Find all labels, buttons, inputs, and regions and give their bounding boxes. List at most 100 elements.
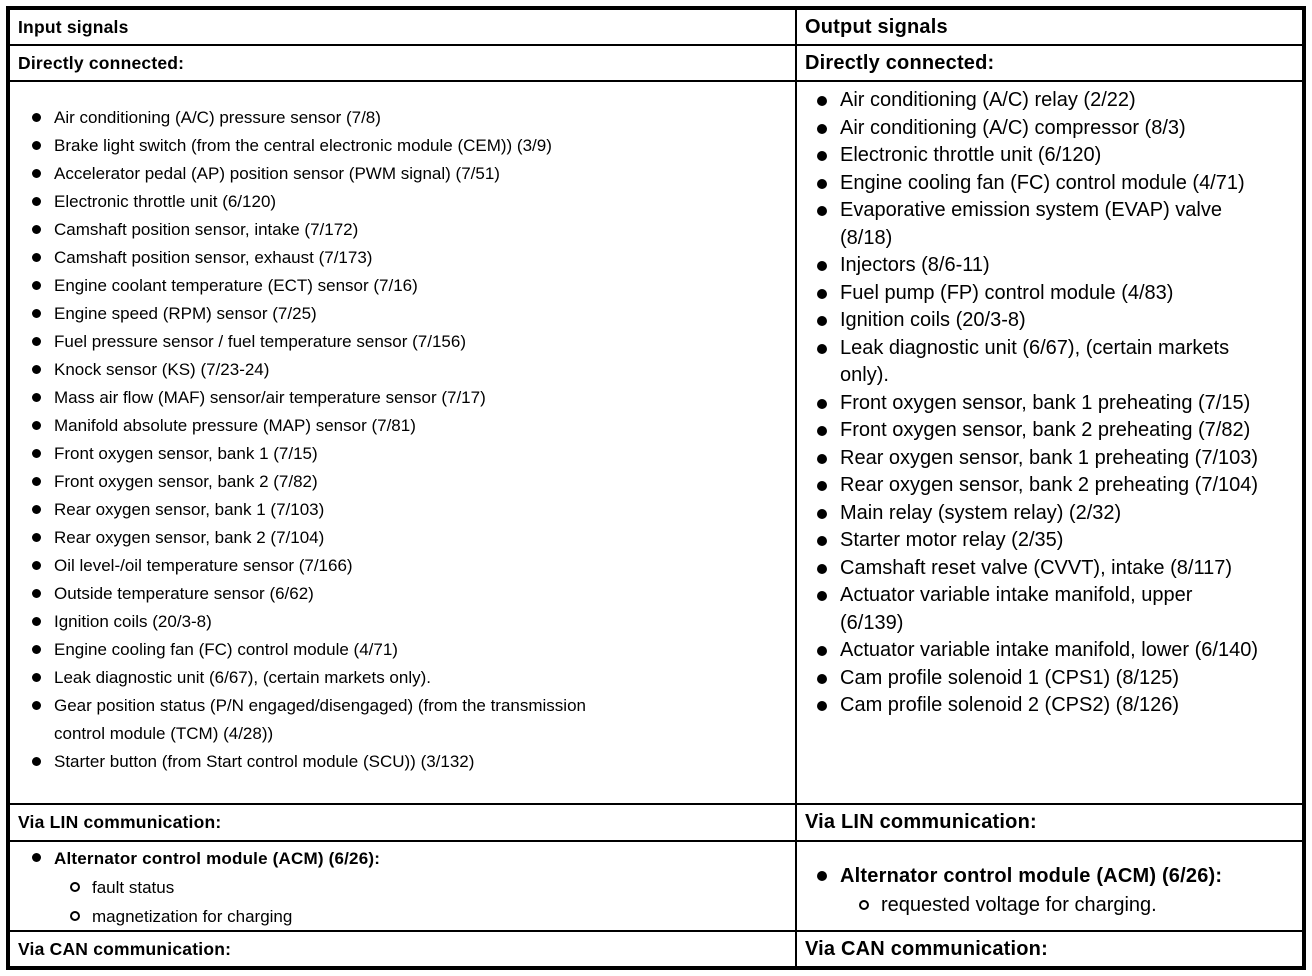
bullet-icon: [817, 701, 827, 711]
item-text: Camshaft reset valve (CVVT), intake (8/1…: [840, 556, 1232, 579]
bullet-icon: [817, 123, 827, 134]
output-via-can-title: Via CAN communication:: [795, 930, 1302, 966]
item-text: Rear oxygen sensor, bank 1 (7/103): [54, 500, 325, 519]
output-signal-item: Front oxygen sensor, bank 2 preheating (…: [817, 417, 1302, 445]
input-signal-item: Outside temperature sensor (6/62): [32, 580, 795, 608]
item-text: Evaporative emission system (EVAP) valve…: [840, 199, 1222, 249]
output-signal-item: Actuator variable intake manifold, upper…: [817, 582, 1302, 637]
bullet-icon: [817, 871, 827, 881]
item-text: requested voltage for charging.: [881, 894, 1157, 916]
bullet-icon: [817, 151, 827, 161]
output-lin-sublist: requested voltage for charging.: [817, 891, 1302, 920]
bullet-icon: [817, 591, 827, 601]
item-text: Rear oxygen sensor, bank 2 preheating (7…: [840, 474, 1259, 496]
input-directly-connected-title: Directly connected:: [10, 44, 795, 80]
input-signal-item: Oil level-/oil temperature sensor (7/166…: [32, 552, 795, 580]
output-signal-item: Electronic throttle unit (6/120): [817, 142, 1302, 170]
output-signal-item: Main relay (system relay) (2/32): [817, 500, 1302, 528]
output-signal-item: Fuel pump (FP) control module (4/83): [817, 280, 1302, 308]
input-signal-item: Starter button (from Start control modul…: [32, 748, 795, 776]
output-via-lin-title: Via LIN communication:: [795, 803, 1302, 840]
item-text: Brake light switch (from the central ele…: [54, 136, 552, 155]
output-signal-item: Air conditioning (A/C) compressor (8/3): [817, 115, 1302, 143]
input-lin-cell: Alternator control module (ACM) (6/26): …: [10, 840, 795, 930]
bullet-icon: [32, 225, 41, 234]
bullet-icon: [32, 197, 41, 206]
bullet-icon: [32, 561, 41, 570]
input-signal-item: Brake light switch (from the central ele…: [32, 132, 795, 160]
bullet-icon: [32, 617, 41, 626]
item-text: Outside temperature sensor (6/62): [54, 584, 314, 603]
bullet-icon: [817, 481, 827, 491]
item-text: Cam profile solenoid 1 (CPS1) (8/125): [840, 666, 1180, 689]
item-text: Front oxygen sensor, bank 1 (7/15): [54, 444, 318, 463]
item-text: Rear oxygen sensor, bank 2 (7/104): [54, 528, 325, 547]
bullet-icon: [32, 589, 41, 598]
input-signal-item: Leak diagnostic unit (6/67), (certain ma…: [32, 664, 795, 692]
item-text: Accelerator pedal (AP) position sensor (…: [54, 164, 500, 183]
item-text: Knock sensor (KS) (7/23-24): [54, 360, 270, 379]
item-text: Camshaft position sensor, exhaust (7/173…: [54, 248, 373, 267]
item-text: Electronic throttle unit (6/120): [840, 144, 1102, 166]
bullet-icon: [817, 206, 827, 216]
bullet-icon: [817, 563, 827, 574]
output-lin-cell: Alternator control module (ACM) (6/26): …: [795, 840, 1302, 930]
item-text: Air conditioning (A/C) pressure sensor (…: [54, 108, 381, 127]
item-text: Engine coolant temperature (ECT) sensor …: [54, 276, 418, 295]
bullet-icon: [32, 365, 41, 374]
output-signal-item: Injectors (8/6-11): [817, 252, 1302, 280]
item-text: Actuator variable intake manifold, upper…: [840, 584, 1193, 634]
bullet-icon: [817, 96, 827, 106]
output-lin-subitem: requested voltage for charging.: [859, 891, 1302, 920]
bullet-icon: [32, 421, 41, 430]
bullet-icon: [32, 337, 41, 346]
item-text: Actuator variable intake manifold, lower…: [840, 639, 1258, 661]
item-text: Front oxygen sensor, bank 2 preheating (…: [840, 419, 1251, 441]
item-text: Camshaft position sensor, intake (7/172): [54, 220, 359, 239]
item-text: Front oxygen sensor, bank 1 preheating (…: [840, 391, 1251, 414]
bullet-icon: [817, 426, 827, 436]
input-signal-item: Air conditioning (A/C) pressure sensor (…: [32, 104, 795, 132]
input-signal-item: Accelerator pedal (AP) position sensor (…: [32, 160, 795, 188]
input-lin-module-item: Alternator control module (ACM) (6/26):: [32, 844, 795, 873]
bullet-icon: [817, 178, 827, 189]
item-text: Electronic throttle unit (6/120): [54, 192, 277, 211]
output-directly-connected-title: Directly connected:: [795, 44, 1302, 80]
item-text: Oil level-/oil temperature sensor (7/166…: [54, 556, 353, 575]
bullet-icon: [817, 646, 827, 656]
input-signals-header: Input signals: [10, 10, 795, 44]
bullet-icon: [817, 261, 827, 271]
output-signal-item: Rear oxygen sensor, bank 1 preheating (7…: [817, 445, 1302, 473]
input-signal-item: Knock sensor (KS) (7/23-24): [32, 356, 795, 384]
input-via-lin-title: Via LIN communication:: [10, 803, 795, 840]
input-signal-item: Rear oxygen sensor, bank 1 (7/103): [32, 496, 795, 524]
output-signal-item: Engine cooling fan (FC) control module (…: [817, 170, 1302, 198]
input-signal-item: Engine cooling fan (FC) control module (…: [32, 636, 795, 664]
input-signal-item: Front oxygen sensor, bank 2 (7/82): [32, 468, 795, 496]
bullet-icon: [32, 673, 41, 682]
bullet-icon: [32, 477, 41, 486]
output-lin-module-item: Alternator control module (ACM) (6/26):: [817, 862, 1302, 891]
item-text: Gear position status (P/N engaged/diseng…: [54, 696, 586, 743]
input-signal-item: Engine speed (RPM) sensor (7/25): [32, 300, 795, 328]
item-text: Fuel pressure sensor / fuel temperature …: [54, 332, 466, 351]
input-signal-item: Engine coolant temperature (ECT) sensor …: [32, 272, 795, 300]
item-text: magnetization for charging: [92, 907, 293, 926]
circle-bullet-icon: [70, 911, 80, 921]
bullet-icon: [32, 113, 41, 122]
item-text: Starter button (from Start control modul…: [54, 752, 475, 771]
bullet-icon: [817, 343, 827, 354]
output-direct-signal-list: Air conditioning (A/C) relay (2/22) Air c…: [795, 80, 1302, 803]
input-via-can-title: Via CAN communication:: [10, 930, 795, 966]
item-text: Mass air flow (MAF) sensor/air temperatu…: [54, 388, 486, 407]
bullet-icon: [817, 508, 827, 519]
bullet-icon: [32, 281, 41, 290]
item-text: Ignition coils (20/3-8): [54, 612, 212, 631]
input-signal-item: Electronic throttle unit (6/120): [32, 188, 795, 216]
circle-bullet-icon: [70, 882, 80, 892]
input-lin-sublist: fault status magnetization for charging: [32, 873, 795, 930]
output-lin-module-label: Alternator control module (ACM) (6/26):: [840, 865, 1223, 887]
input-signal-item: Ignition coils (20/3-8): [32, 608, 795, 636]
input-signal-item: Camshaft position sensor, exhaust (7/173…: [32, 244, 795, 272]
bullet-icon: [32, 757, 41, 766]
